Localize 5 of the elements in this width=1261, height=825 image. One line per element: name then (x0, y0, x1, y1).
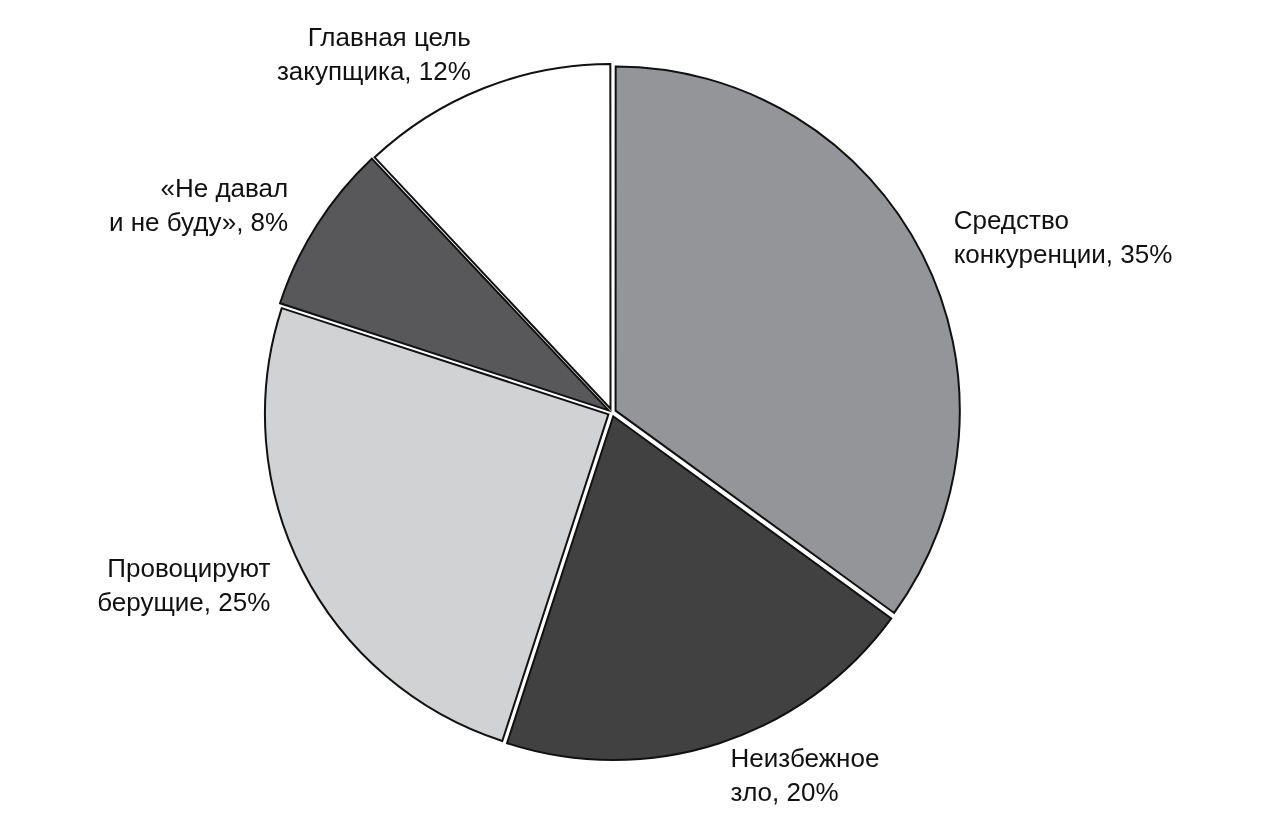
slice-label: Главная цель закупщика, 12% (276, 22, 471, 87)
slice-label: «Не давал и не буду», 8% (109, 173, 289, 238)
slice-label: Провоцируют берущие, 25% (97, 552, 271, 617)
slice-label: Неизбежное зло, 20% (730, 743, 880, 808)
slice-label: Средство конкуренции, 35% (953, 204, 1173, 269)
